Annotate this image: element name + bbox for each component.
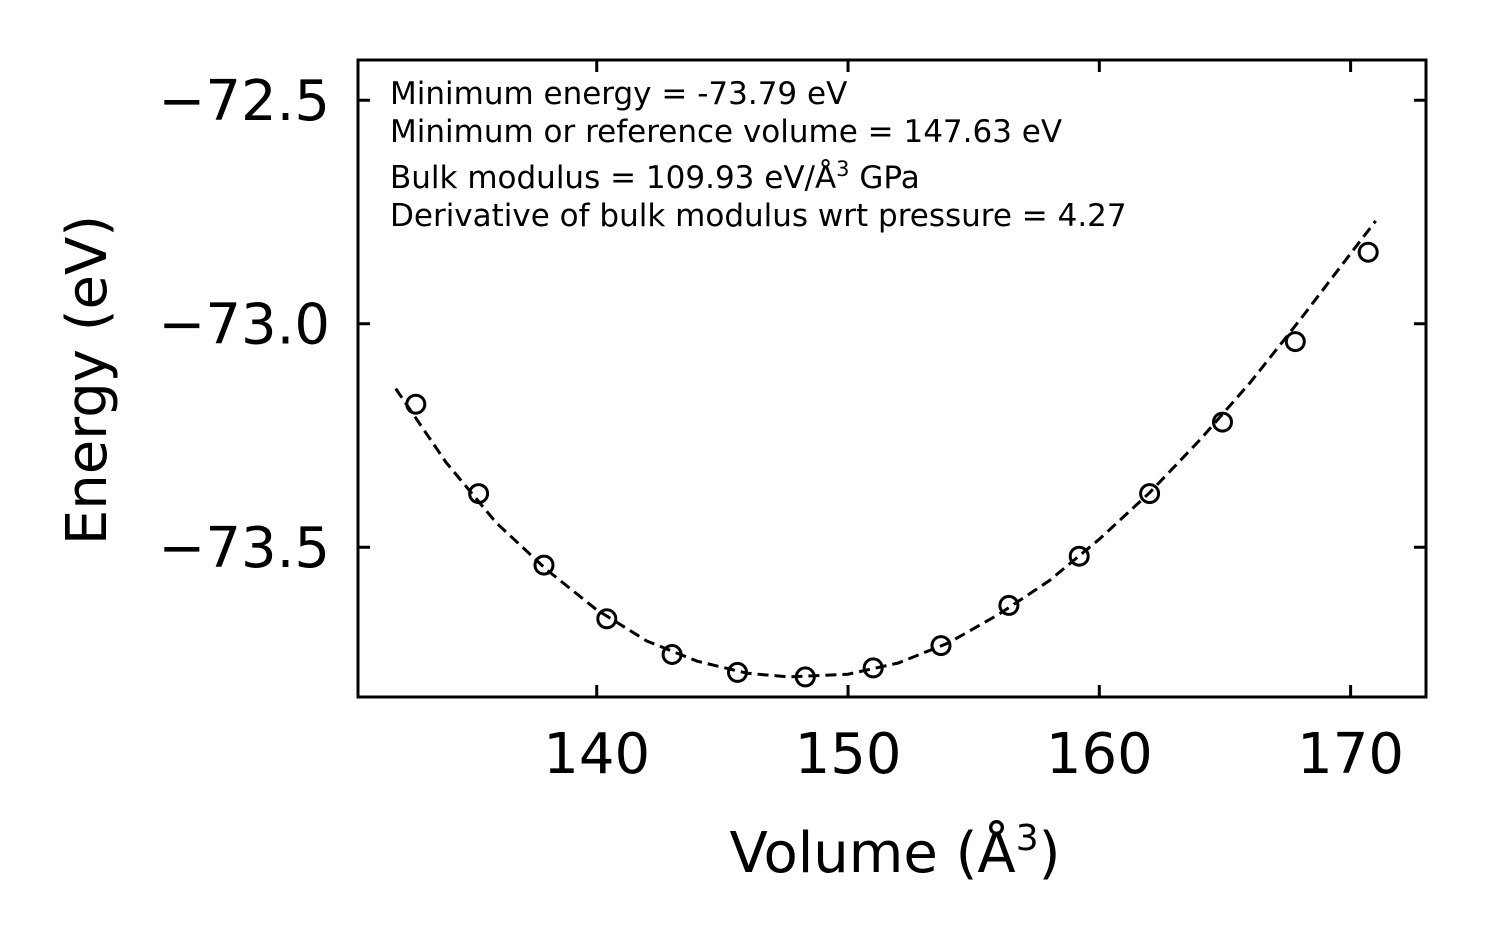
x-tick-labels: 140 150 160 170 [543,722,1404,787]
annotation-min-energy: Minimum energy = -73.79 eV [390,76,847,112]
data-point [727,661,748,683]
annotation-bulk-modulus-text: Bulk modulus = 109.93 eV/Å [390,160,836,196]
x-tick-label: 160 [1046,722,1153,787]
data-point [862,657,884,679]
data-point [1212,411,1233,433]
y-axis-label: Energy (eV) [55,215,120,545]
data-point [1284,331,1306,353]
data-point [1139,483,1161,505]
annotation-bulk-modulus-unit: GPa [850,160,920,196]
x-axis-label-superscript: 3 [1016,818,1039,859]
x-tick-label: 150 [795,722,902,787]
data-points-layer [405,241,1379,688]
x-axis-label: Volume (Å3) [730,818,1061,886]
x-tick-label: 170 [1297,722,1404,787]
fit-curve-layer [394,219,1377,679]
data-point [1068,545,1090,567]
annotation-bulk-modulus-superscript: 3 [836,157,849,181]
y-tick-label: −72.5 [158,69,330,134]
y-tick-labels: −72.5 −73.0 −73.5 [158,69,330,581]
ticks-layer [358,60,1426,697]
data-point [661,644,683,665]
data-point [998,594,1020,616]
x-axis-label-text: Volume (Å [730,820,1016,886]
data-point [405,393,427,415]
data-point [468,483,490,505]
x-tick-label: 140 [543,722,650,787]
x-axis-label-close: ) [1039,821,1061,886]
data-point [1357,241,1379,263]
y-tick-label: −73.0 [158,293,330,358]
annotation-bulk-modulus: Bulk modulus = 109.93 eV/Å3 GPa [390,157,920,196]
fit-curve [394,219,1377,679]
data-point [596,608,618,630]
annotation-min-volume: Minimum or reference volume = 147.63 eV [390,114,1062,150]
annotation-bulk-modulus-derivative: Derivative of bulk modulus wrt pressure … [390,198,1127,234]
data-point [930,635,952,657]
plot-frame [356,58,1428,699]
data-point [794,666,816,688]
y-tick-label: −73.5 [158,516,330,581]
data-point [533,554,555,576]
